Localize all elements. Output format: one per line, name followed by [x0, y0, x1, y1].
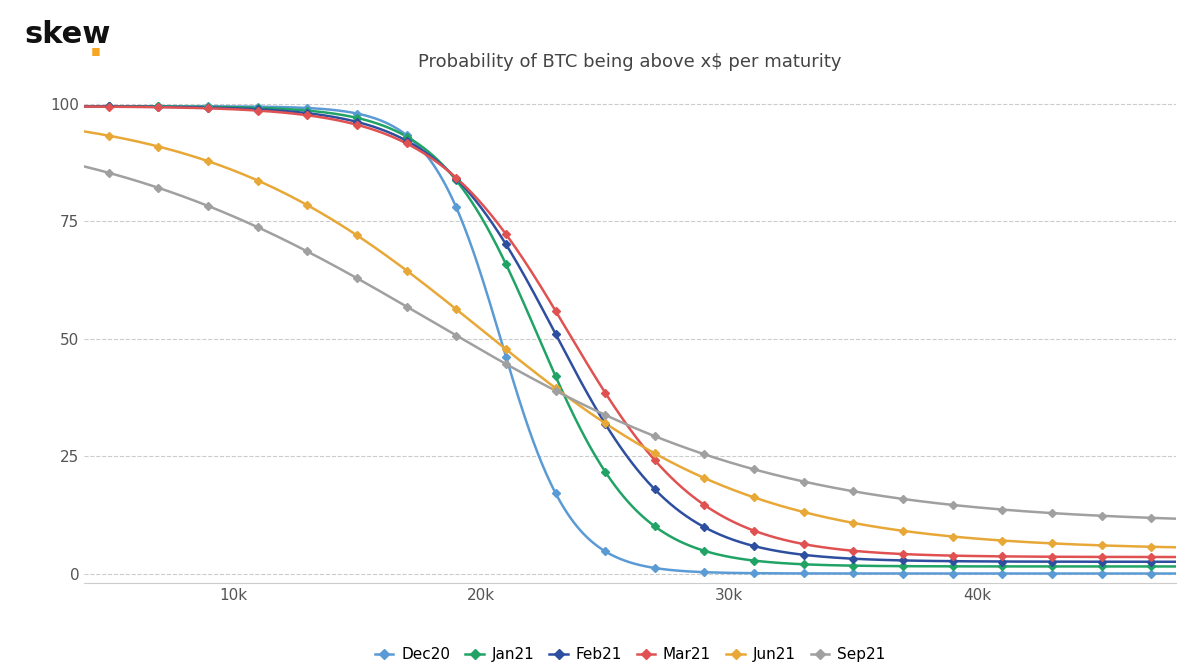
Title: Probability of BTC being above x$ per maturity: Probability of BTC being above x$ per ma… — [419, 52, 841, 70]
Text: skew: skew — [24, 20, 110, 49]
Text: .: . — [88, 23, 103, 66]
Legend: Dec20, Jan21, Feb21, Mar21, Jun21, Sep21: Dec20, Jan21, Feb21, Mar21, Jun21, Sep21 — [370, 641, 890, 668]
